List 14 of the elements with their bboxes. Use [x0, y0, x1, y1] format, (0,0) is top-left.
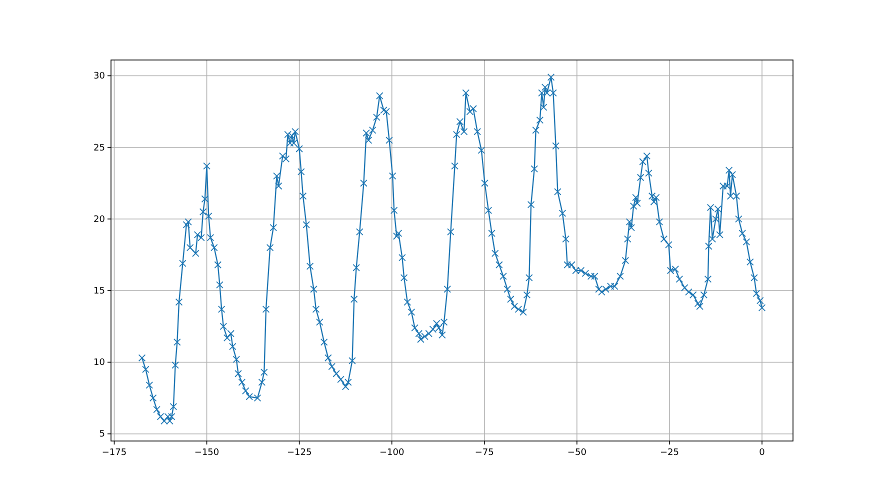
- y-tick-label: 5: [99, 430, 105, 440]
- x-tick-label: −50: [567, 448, 587, 458]
- x-tick-label: −125: [286, 448, 312, 458]
- x-tick-label: −175: [102, 448, 127, 458]
- x-tick-label: −100: [379, 448, 404, 458]
- y-tick-label: 30: [94, 72, 106, 82]
- y-tick-label: 10: [94, 358, 106, 368]
- x-tick-label: −150: [194, 448, 220, 458]
- x-tick-label: −25: [660, 448, 679, 458]
- y-tick-label: 25: [94, 143, 105, 154]
- y-tick-label: 15: [94, 286, 105, 296]
- x-tick-label: −75: [474, 448, 494, 458]
- x-tick-label: 0: [759, 448, 766, 458]
- y-tick-label: 20: [94, 214, 106, 225]
